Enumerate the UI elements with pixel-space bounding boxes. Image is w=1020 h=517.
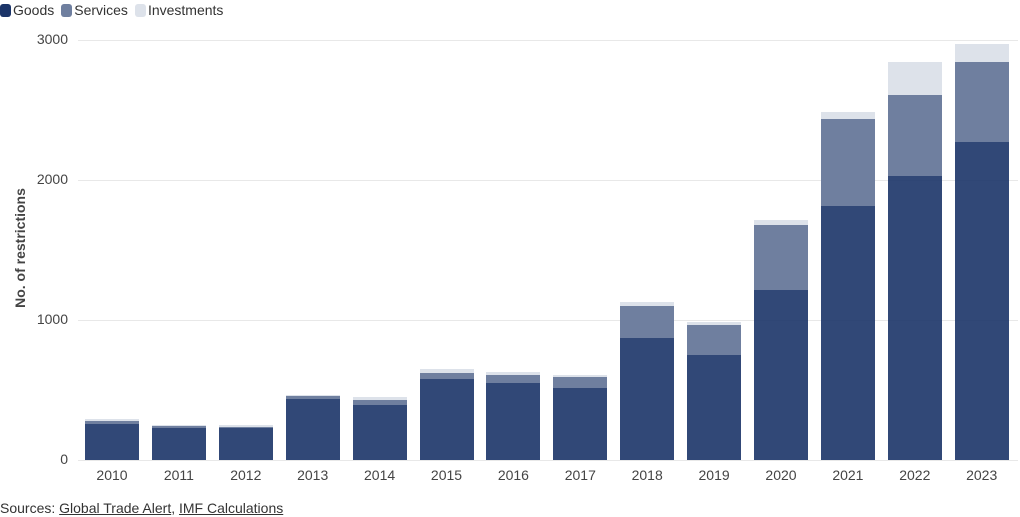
bar-segment-goods[interactable] <box>352 404 407 460</box>
sources-prefix: Sources: <box>0 500 60 516</box>
x-tick-label: 2023 <box>966 467 998 483</box>
chart-legend: Goods Services Investments <box>0 0 230 20</box>
bar-2021[interactable] <box>820 111 875 460</box>
y-tick-label: 1000 <box>36 311 68 327</box>
bar-2012[interactable] <box>218 425 273 460</box>
bar-segment-investments[interactable] <box>553 375 608 377</box>
bar-segment-services[interactable] <box>687 325 742 355</box>
x-tick-label: 2011 <box>163 467 194 483</box>
bar-segment-services[interactable] <box>151 426 206 428</box>
source-link-imf-calculations[interactable]: IMF Calculations <box>178 500 284 516</box>
x-tick-label: 2013 <box>297 467 329 483</box>
y-axis-label: No. of restrictions <box>12 188 28 308</box>
legend-label-services: Services <box>74 2 128 18</box>
bar-segment-investments[interactable] <box>352 397 407 400</box>
gridline <box>78 320 1018 321</box>
bar-segment-goods[interactable] <box>820 206 875 460</box>
bar-2011[interactable] <box>151 425 206 460</box>
bar-segment-services[interactable] <box>486 375 541 383</box>
bar-segment-investments[interactable] <box>887 62 942 96</box>
x-tick-label: 2022 <box>899 467 931 483</box>
bar-segment-investments[interactable] <box>820 111 875 119</box>
x-tick-label: 2015 <box>430 467 463 483</box>
bar-segment-services[interactable] <box>419 373 474 379</box>
y-tick-label: 3000 <box>36 31 68 47</box>
bar-segment-investments[interactable] <box>687 321 742 326</box>
gridline <box>78 460 1018 461</box>
bar-segment-goods[interactable] <box>687 355 742 460</box>
legend-label-investments: Investments <box>147 2 224 18</box>
bar-segment-investments[interactable] <box>754 219 808 225</box>
x-tick-label: 2017 <box>564 467 596 483</box>
bar-segment-services[interactable] <box>954 61 1009 143</box>
bar-2019[interactable] <box>687 321 742 460</box>
bar-segment-investments[interactable] <box>218 425 273 427</box>
gridline <box>78 180 1018 181</box>
x-tick-label: 2020 <box>765 467 797 483</box>
bar-2018[interactable] <box>620 301 675 460</box>
x-tick-label: 2012 <box>230 467 262 483</box>
bar-segment-services[interactable] <box>754 224 808 291</box>
legend-item-services[interactable]: Services <box>61 2 128 18</box>
sources-note: Sources: Global Trade Alert, IMF Calcula… <box>0 500 283 516</box>
gridline <box>78 40 1018 41</box>
bar-2015[interactable] <box>419 369 474 460</box>
bar-segment-goods[interactable] <box>620 337 675 460</box>
bar-segment-goods[interactable] <box>754 290 808 460</box>
bar-segment-services[interactable] <box>85 420 139 425</box>
bar-segment-services[interactable] <box>553 377 608 389</box>
bar-segment-investments[interactable] <box>954 44 1009 62</box>
bar-segment-goods[interactable] <box>285 398 340 460</box>
bar-segment-investments[interactable] <box>151 425 206 427</box>
source-link-global-trade-alert[interactable]: Global Trade Alert <box>59 500 172 516</box>
bar-segment-services[interactable] <box>620 306 675 338</box>
bar-segment-services[interactable] <box>285 396 340 399</box>
bar-2013[interactable] <box>285 395 340 460</box>
legend-item-goods[interactable]: Goods <box>0 2 54 18</box>
bar-2022[interactable] <box>887 62 942 460</box>
bar-2020[interactable] <box>754 219 808 460</box>
x-tick-label: 2021 <box>832 467 864 483</box>
services-swatch-icon <box>61 3 73 17</box>
bar-segment-goods[interactable] <box>218 428 273 460</box>
bar-2023[interactable] <box>954 44 1009 460</box>
y-tick-label: 0 <box>60 451 68 467</box>
bar-segment-goods[interactable] <box>887 175 942 460</box>
x-tick-label: 2010 <box>96 467 128 483</box>
bar-segment-goods[interactable] <box>151 427 206 460</box>
bar-segment-investments[interactable] <box>419 369 474 374</box>
bar-2010[interactable] <box>85 419 139 460</box>
x-tick-label: 2018 <box>631 467 663 483</box>
bar-segment-services[interactable] <box>820 118 875 207</box>
bar-2014[interactable] <box>352 397 407 460</box>
bar-2016[interactable] <box>486 371 541 460</box>
bar-segment-services[interactable] <box>887 95 942 176</box>
legend-item-investments[interactable]: Investments <box>134 2 224 18</box>
bar-segment-goods[interactable] <box>553 388 608 460</box>
bar-segment-goods[interactable] <box>954 142 1009 460</box>
x-tick-label: 2016 <box>497 467 529 483</box>
bar-segment-services[interactable] <box>352 399 407 405</box>
bar-segment-goods[interactable] <box>85 424 139 460</box>
investments-swatch-icon <box>134 3 146 17</box>
x-tick-label: 2019 <box>698 467 730 483</box>
bar-segment-investments[interactable] <box>486 371 541 376</box>
sources-separator: , <box>171 500 179 516</box>
legend-label-goods: Goods <box>13 2 55 18</box>
bar-segment-goods[interactable] <box>486 383 541 460</box>
y-tick-label: 2000 <box>36 171 68 187</box>
plot-area <box>78 40 1018 461</box>
bar-segment-investments[interactable] <box>85 419 139 421</box>
bar-segment-services[interactable] <box>218 426 273 429</box>
bar-2017[interactable] <box>553 375 608 460</box>
bar-segment-goods[interactable] <box>419 378 474 460</box>
x-tick-label: 2014 <box>364 467 396 483</box>
goods-swatch-icon <box>0 3 11 17</box>
bar-segment-investments[interactable] <box>620 301 675 306</box>
bar-segment-investments[interactable] <box>285 395 340 397</box>
